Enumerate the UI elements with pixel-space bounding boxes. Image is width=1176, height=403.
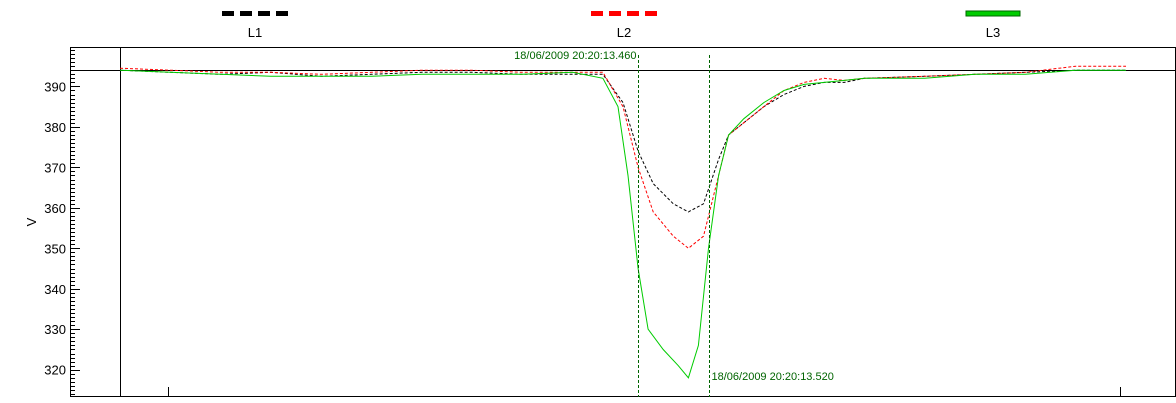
legend-item-l1[interactable]: L1 xyxy=(222,11,288,40)
y-tick-label: 320 xyxy=(44,363,66,378)
legend-swatch-dash xyxy=(258,11,270,16)
y-tick-label: 380 xyxy=(44,120,66,135)
y-tick-label: 370 xyxy=(44,160,66,175)
legend: L1 L2 L3 xyxy=(222,10,1021,40)
legend-item-l3[interactable]: L3 xyxy=(965,10,1021,40)
cursor-label-1: 18/06/2009 20:20:13.460 xyxy=(514,50,636,62)
legend-label: L3 xyxy=(986,25,1000,40)
y-tick-label: 330 xyxy=(44,322,66,337)
legend-swatch-dash xyxy=(240,11,252,16)
legend-swatch-dash xyxy=(591,11,603,16)
legend-swatch-dash xyxy=(609,11,621,16)
y-axis-title: V xyxy=(24,217,39,226)
plot-border xyxy=(70,47,1176,397)
cursor-label-2: 18/06/2009 20:20:13.520 xyxy=(712,371,834,383)
legend-swatch-dash xyxy=(627,11,639,16)
legend-swatch-dash xyxy=(645,11,657,16)
legend-label: L2 xyxy=(617,25,631,40)
series-layer xyxy=(119,65,1126,379)
y-tick-label: 360 xyxy=(44,201,66,216)
legend-swatch xyxy=(965,10,1021,17)
legend-label: L1 xyxy=(248,25,262,40)
y-tick-label: 390 xyxy=(44,79,66,94)
series-line-l2 xyxy=(119,65,1126,249)
y-axis: 320 330 340 350 360 370 380 390 xyxy=(44,50,80,395)
series-line-l3 xyxy=(119,69,1126,379)
legend-swatch-dash xyxy=(276,11,288,16)
legend-item-l2[interactable]: L2 xyxy=(591,11,657,40)
plot-frame xyxy=(70,47,1176,397)
legend-swatch-dash xyxy=(222,11,234,16)
y-tick-label: 350 xyxy=(44,241,66,256)
y-tick-label: 340 xyxy=(44,282,66,297)
cursor-layer: 18/06/2009 20:20:13.460 18/06/2009 20:20:… xyxy=(514,50,834,397)
